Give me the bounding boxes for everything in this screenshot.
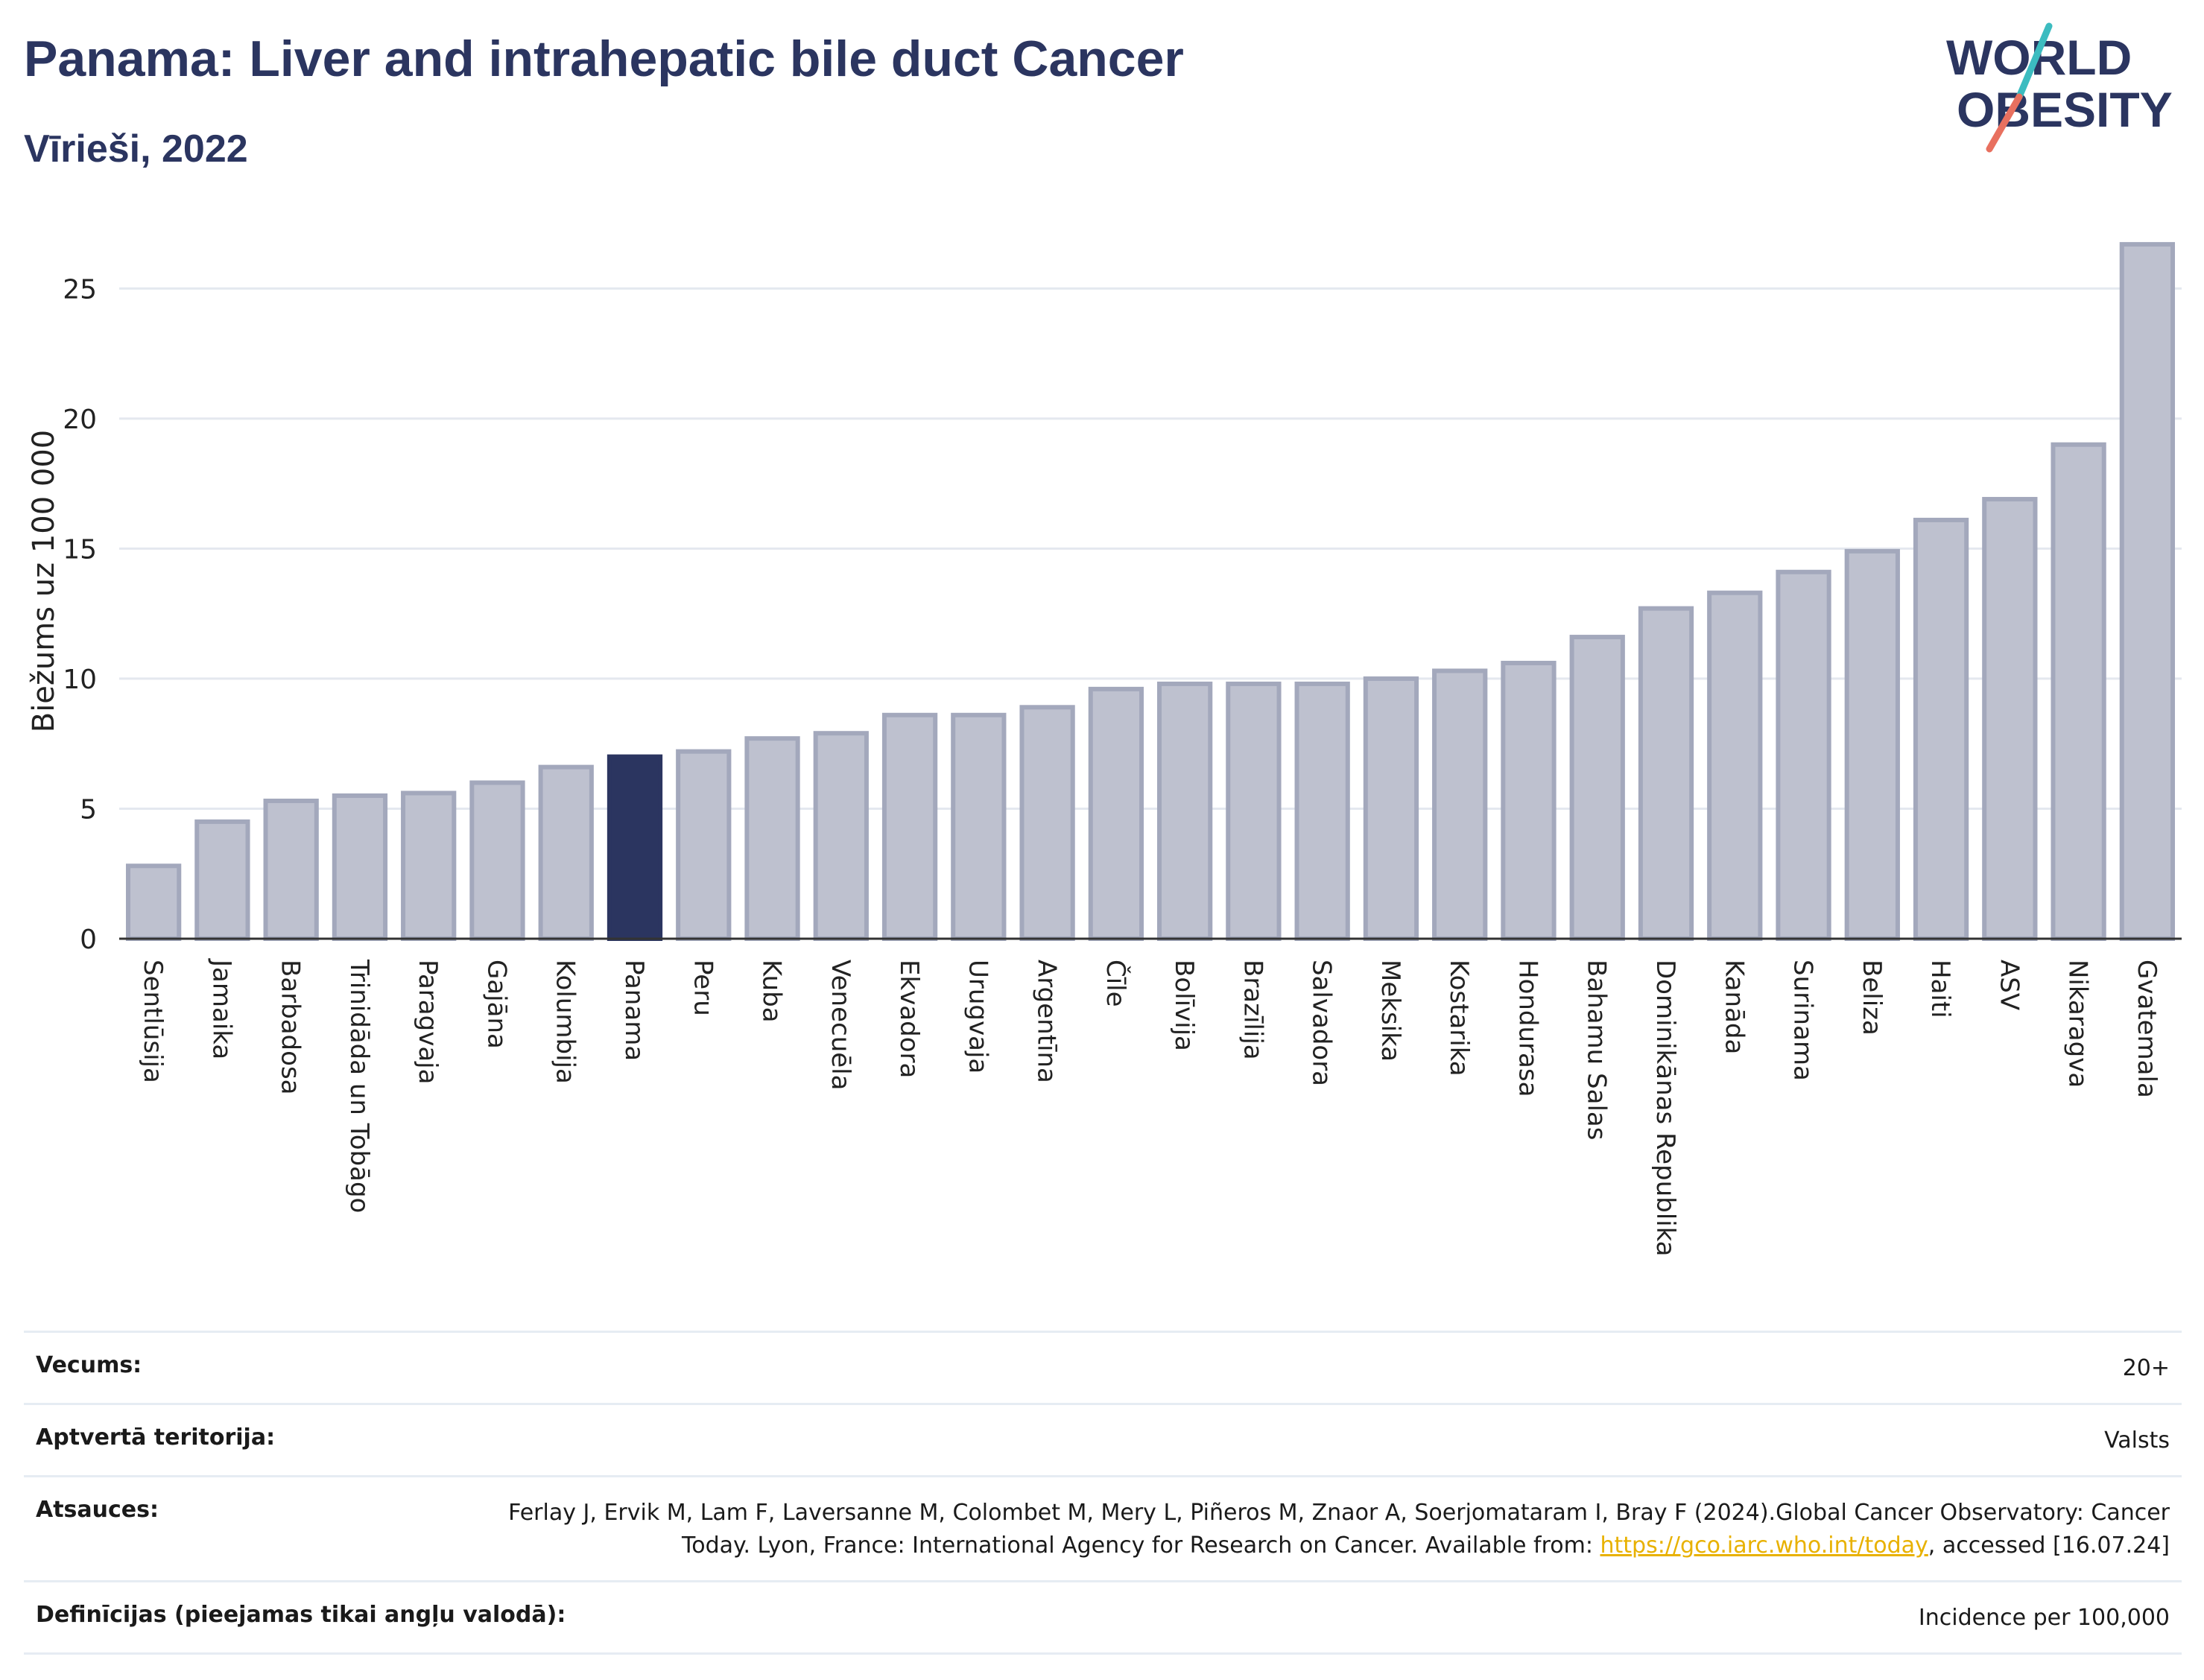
info-table: Vecums: 20+ Aptvertā teritorija: Valsts … [24, 1331, 2182, 1655]
bar-brazīlija [1226, 681, 1282, 942]
reference-link[interactable]: https://gco.iarc.who.int/today [1600, 1532, 1928, 1559]
x-tick-label: Panama [619, 960, 649, 1061]
x-tick-label: Gvatemala [2132, 960, 2162, 1098]
info-row-definitions: Definīcijas (pieejamas tikai angļu valod… [24, 1580, 2182, 1655]
x-axis-labels: Sentlūsija Jamaika Barbadosa Trinidāda un T… [138, 958, 2162, 1257]
logo-line2: OBESITY [1957, 82, 2173, 137]
bar-venecuēla [813, 731, 869, 942]
info-label: Definīcijas (pieejamas tikai angļu valod… [36, 1602, 566, 1628]
x-tick-label: Urugvaja [963, 960, 992, 1074]
bars [125, 241, 2176, 942]
x-tick-label: Dominikānas Republika [1650, 960, 1680, 1257]
bar-kanāda [1707, 590, 1763, 942]
bar-barbadosa [263, 798, 319, 941]
x-tick-label: Venecuēla [826, 960, 855, 1090]
bar-salvadora [1294, 681, 1350, 942]
x-tick-label: Sentlūsija [138, 960, 168, 1083]
bar-nikaragva [2051, 442, 2106, 941]
bar-hondurasa [1501, 660, 1557, 941]
bar-haiti [1913, 517, 1969, 941]
x-tick-label: Paragvaja [413, 960, 443, 1084]
bar-trinidāda-un-tobāgo [332, 793, 388, 941]
x-tick-label: Bahamu Salas [1582, 960, 1612, 1140]
info-label: Atsauces: [36, 1497, 159, 1523]
bar-bolīvija [1156, 681, 1213, 942]
info-value: Ferlay J, Ervik M, Lam F, Laversanne M, … [493, 1497, 2170, 1562]
x-tick-label: Ekvadora [894, 960, 924, 1078]
x-tick-label: Surinama [1788, 960, 1818, 1081]
x-tick-label: Čīle [1101, 960, 1131, 1007]
bar-chart: 0 5 10 15 20 25 Sentlūsija Jamaika Barbadosa Tri… [27, 241, 2182, 1257]
y-tick-label: 25 [63, 274, 97, 305]
x-tick-label: Bolīvija [1169, 960, 1199, 1051]
y-axis-ticks: 0 5 10 15 20 25 [63, 274, 97, 955]
info-label: Vecums: [36, 1352, 142, 1378]
x-tick-label: Jamaika [206, 958, 236, 1059]
x-tick-label: Kuba [757, 960, 787, 1023]
x-tick-label: Peru [688, 960, 718, 1016]
info-row-territory: Aptvertā teritorija: Valsts [24, 1403, 2182, 1475]
logo-slash-coral [1986, 93, 2023, 153]
info-value: Incidence per 100,000 [1918, 1605, 2170, 1631]
x-tick-label: Brazīlija [1238, 960, 1267, 1060]
x-tick-label: Barbadosa [276, 960, 305, 1095]
x-tick-label: Meksika [1375, 960, 1405, 1062]
y-axis-label: Biežums uz 100 000 [27, 430, 61, 733]
info-value: 20+ [2122, 1355, 2170, 1381]
x-tick-label: Nikaragva [2063, 960, 2093, 1088]
y-tick-label: 15 [63, 534, 97, 565]
world-obesity-logo: WORLD OBESITY [1946, 22, 2173, 153]
bar-gvatemala [2119, 241, 2176, 942]
grid-lines [119, 287, 2182, 810]
info-row-references: Atsauces: Ferlay J, Ervik M, Lam F, Lave… [24, 1475, 2182, 1580]
bar-kostarika [1432, 668, 1488, 941]
y-tick-label: 20 [63, 405, 97, 435]
x-tick-label: Kostarika [1444, 960, 1474, 1077]
x-tick-label: Argentīna [1032, 960, 1062, 1083]
info-value: Valsts [2104, 1427, 2170, 1454]
bar-bahamu-salas [1569, 635, 1625, 942]
bar-paragvaja [401, 790, 457, 941]
bar-meksika [1363, 676, 1419, 942]
bar-kolumbija [538, 764, 594, 941]
bar-peru [676, 749, 732, 941]
reference-text-end: , accessed [16.07.24] [1928, 1532, 2170, 1559]
x-tick-label: Trinidāda un Tobāgo [344, 959, 374, 1213]
x-tick-label: Kolumbija [551, 960, 580, 1084]
y-tick-label: 5 [80, 794, 97, 825]
info-row-age: Vecums: 20+ [24, 1331, 2182, 1403]
x-tick-label: ASV [1994, 960, 2024, 1010]
chart-title: Panama: Liver and intrahepatic bile duct… [24, 31, 1184, 87]
y-tick-label: 0 [80, 925, 97, 955]
bar-čīle [1088, 686, 1144, 941]
bar-sentlūsija [125, 863, 182, 941]
bar-ekvadora [881, 712, 938, 941]
chart-subtitle: Vīrieši, 2022 [24, 127, 248, 171]
bar-panama [607, 754, 663, 941]
y-tick-label: 10 [63, 665, 97, 695]
x-tick-label: Hondurasa [1513, 960, 1542, 1097]
x-tick-label: Kanāda [1719, 960, 1749, 1054]
bar-kuba [744, 736, 800, 941]
x-tick-label: Salvadora [1307, 960, 1337, 1086]
bar-gajāna [469, 780, 525, 941]
reference-text: Ferlay J, Ervik M, Lam F, Laversanne M, … [508, 1500, 2170, 1559]
x-tick-label: Gajāna [481, 960, 511, 1049]
bar-argentīna [1019, 705, 1075, 941]
x-tick-label: Beliza [1857, 960, 1887, 1036]
bar-dominikānas-republika [1638, 606, 1694, 941]
bar-asv [1982, 497, 2038, 941]
info-label: Aptvertā teritorija: [36, 1424, 276, 1451]
bar-jamaika [194, 819, 250, 941]
bar-surinama [1776, 569, 1831, 941]
bar-urugvaja [951, 712, 1007, 941]
bar-beliza [1844, 548, 1900, 941]
x-tick-label: Haiti [1925, 960, 1955, 1018]
logo-slash-teal [2015, 22, 2053, 101]
